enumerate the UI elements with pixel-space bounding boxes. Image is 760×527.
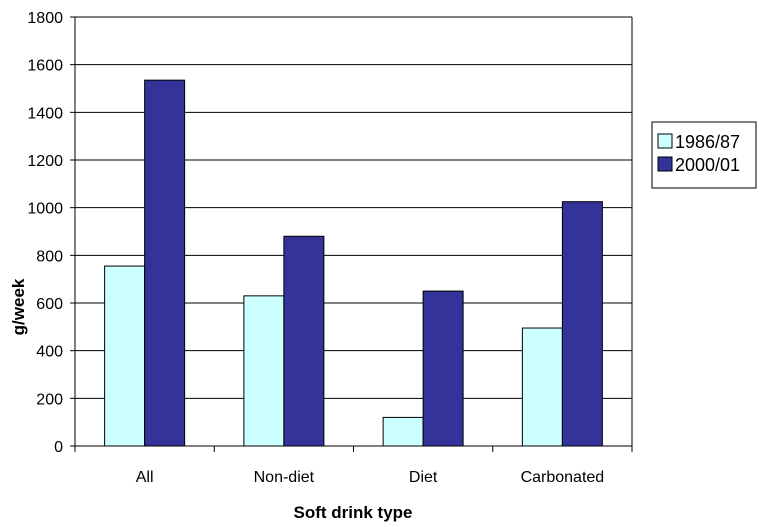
y-tick-label: 200 (36, 391, 63, 408)
y-tick-labels: 0 200 400 600 800 1000 1200 1400 1600 1800 (27, 10, 63, 456)
legend: 1986/87 2000/01 (651, 121, 757, 189)
bar-2000-01-all (144, 79, 186, 447)
legend-label: 1986/87 (675, 132, 740, 152)
y-tick-label: 600 (36, 296, 63, 313)
y-tick-label: 1600 (27, 58, 63, 75)
y-tick-label: 1200 (27, 153, 63, 170)
bar-2000-01-diet (422, 290, 464, 447)
y-tick-label: 1000 (27, 201, 63, 218)
bar-2000-01-non-diet (283, 235, 325, 447)
bar-1986-87-all (104, 265, 146, 447)
x-tick-label: Non-diet (254, 469, 315, 486)
y-tick-label: 0 (54, 439, 63, 456)
bar-2000-01-carbonated (561, 201, 603, 447)
legend-swatch (657, 133, 673, 149)
legend-label: 2000/01 (675, 155, 740, 175)
y-tick-label: 800 (36, 248, 63, 265)
x-tick-label: Carbonated (521, 469, 605, 486)
bar-1986-87-diet (382, 416, 424, 447)
axes (70, 16, 633, 452)
y-tick-label: 1800 (27, 10, 63, 27)
x-tick-label: Diet (409, 469, 438, 486)
legend-box (651, 121, 757, 189)
legend-swatch (657, 156, 673, 172)
bar-1986-87-non-diet (243, 295, 285, 447)
bar-1986-87-carbonated (521, 327, 563, 447)
x-tick-label: All (136, 469, 154, 486)
y-tick-label: 400 (36, 344, 63, 361)
y-axis-title: g/week (9, 278, 28, 335)
bars (104, 79, 603, 447)
x-tick-labels: All Non-diet Diet Carbonated (136, 469, 604, 486)
x-axis-title: Soft drink type (293, 503, 412, 522)
y-tick-label: 1400 (27, 105, 63, 122)
